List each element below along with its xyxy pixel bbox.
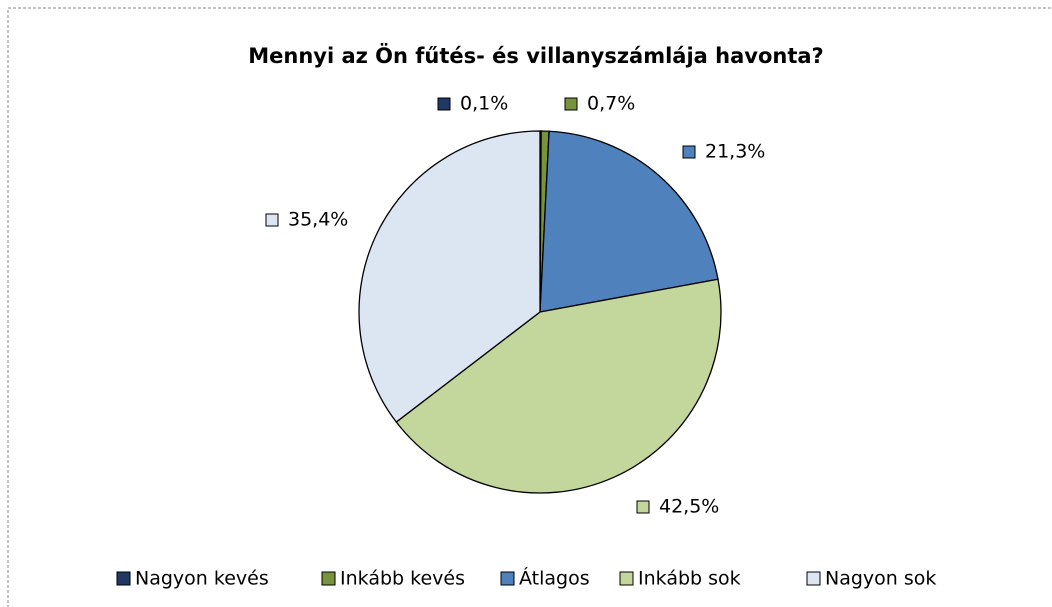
label-key bbox=[265, 213, 279, 227]
label-key bbox=[682, 145, 696, 159]
pie-slice bbox=[358, 130, 541, 423]
legend-label: Nagyon kevés bbox=[135, 568, 269, 590]
label-key bbox=[564, 97, 578, 111]
data-label: 35,4% bbox=[288, 209, 348, 231]
pie-slice bbox=[395, 278, 722, 494]
legend-key bbox=[619, 571, 634, 586]
data-label: 0,1% bbox=[460, 93, 508, 115]
label-key bbox=[437, 97, 451, 111]
data-label: 21,3% bbox=[705, 141, 765, 163]
legend-label: Inkább sok bbox=[638, 568, 741, 590]
data-label: 0,7% bbox=[587, 93, 635, 115]
legend-label: Átlagos bbox=[519, 567, 590, 590]
data-label: 42,5% bbox=[659, 496, 719, 518]
legend-key bbox=[116, 571, 131, 586]
legend-key bbox=[321, 571, 336, 586]
pie-slice bbox=[539, 130, 719, 313]
legend-key bbox=[806, 571, 821, 586]
label-key bbox=[636, 500, 650, 514]
legend-key bbox=[500, 571, 515, 586]
legend-label: Inkább kevés bbox=[340, 568, 465, 590]
chart-title: Mennyi az Ön fűtés- és villanyszámlája h… bbox=[248, 43, 824, 68]
legend-label: Nagyon sok bbox=[825, 568, 936, 590]
